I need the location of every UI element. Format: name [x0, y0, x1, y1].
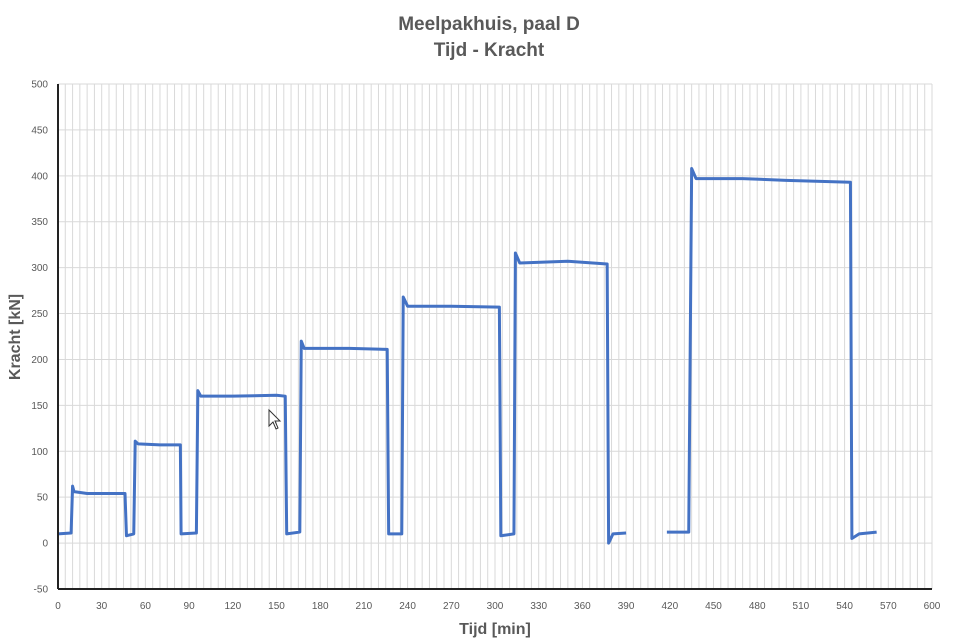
y-axis-label: Kracht [kN] [7, 294, 24, 380]
y-tick-label: 250 [31, 309, 48, 320]
x-tick-label: 120 [224, 601, 241, 612]
x-tick-label: 90 [184, 601, 196, 612]
mouse-cursor-icon [268, 408, 282, 430]
y-tick-label: -50 [34, 585, 49, 596]
x-tick-label: 540 [836, 601, 853, 612]
x-axis-label: Tijd [min] [459, 621, 531, 638]
series-line-segment [57, 251, 627, 545]
x-tick-label: 30 [96, 601, 108, 612]
x-tick-label: 480 [749, 601, 766, 612]
x-tick-label: 450 [705, 601, 722, 612]
y-tick-label: 200 [31, 355, 48, 366]
x-tick-label: 330 [530, 601, 547, 612]
x-tick-label: 390 [618, 601, 635, 612]
y-tick-label: 400 [31, 171, 48, 182]
x-tick-label: 0 [55, 601, 61, 612]
x-tick-label: 180 [312, 601, 329, 612]
x-tick-label: 360 [574, 601, 591, 612]
series-line-segment [666, 166, 877, 540]
x-tick-label: 210 [356, 601, 373, 612]
x-tick-label: 510 [793, 601, 810, 612]
x-tick-label: 240 [399, 601, 416, 612]
y-axis-ticks: -50 0 50 100 150 200 250 300 350 400 450 500 [31, 80, 48, 596]
x-axis-ticks: 0 30 60 90 120 150 180 210 240 270 300 330 360 390 420… [55, 601, 941, 612]
series-kracht [57, 166, 877, 545]
x-tick-label: 420 [661, 601, 678, 612]
y-tick-label: 150 [31, 401, 48, 412]
chart-subtitle: Tijd - Kracht [434, 40, 545, 61]
x-tick-label: 270 [443, 601, 460, 612]
x-tick-label: 60 [140, 601, 152, 612]
y-tick-label: 50 [37, 493, 49, 504]
y-tick-label: 0 [42, 539, 48, 550]
gridlines [58, 83, 933, 590]
y-tick-label: 500 [31, 80, 48, 91]
x-tick-label: 570 [880, 601, 897, 612]
y-tick-label: 350 [31, 217, 48, 228]
x-tick-label: 150 [268, 601, 285, 612]
chart-title: Meelpakhuis, paal D [398, 14, 580, 35]
x-tick-label: 300 [487, 601, 504, 612]
y-tick-label: 300 [31, 263, 48, 274]
x-tick-label: 600 [924, 601, 941, 612]
y-tick-label: 100 [31, 447, 48, 458]
y-tick-label: 450 [31, 125, 48, 136]
